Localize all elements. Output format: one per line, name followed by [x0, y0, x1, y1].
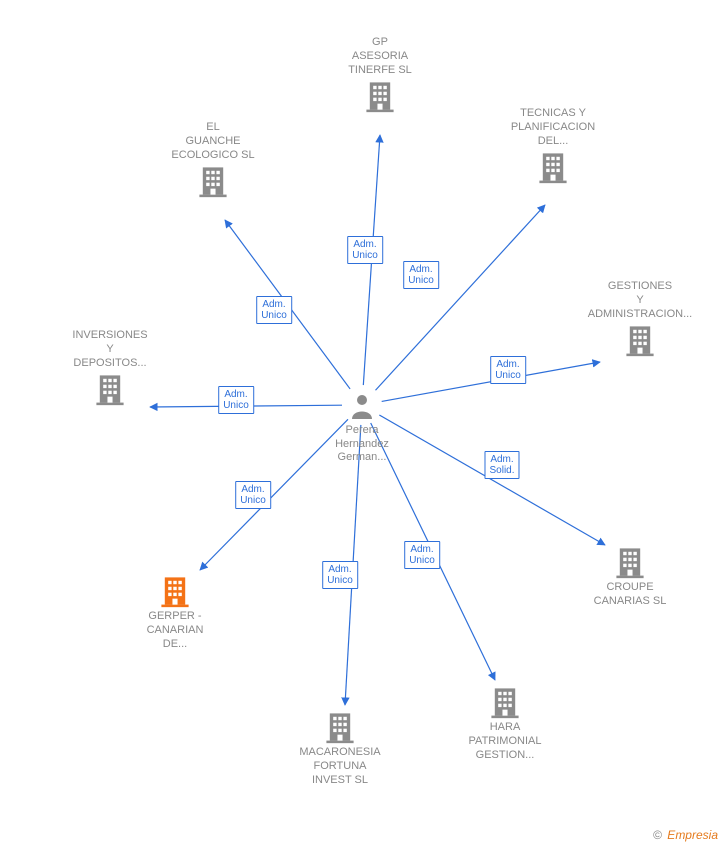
edge-label-gerper: Adm.Unico: [235, 481, 271, 509]
edge-label-hara: Adm.Unico: [404, 541, 440, 569]
company-label: TECNICAS YPLANIFICACIONDEL...: [493, 107, 613, 148]
company-label: HARAPATRIMONIALGESTION...: [445, 721, 565, 762]
edge-label-gestiones: Adm.Unico: [490, 356, 526, 384]
company-node-gp[interactable]: GPASESORIATINERFE SL: [320, 36, 440, 113]
edge-label-gp: Adm.Unico: [347, 236, 383, 264]
company-node-guanche[interactable]: ELGUANCHEECOLOGICO SL: [153, 121, 273, 198]
building-icon: [493, 150, 613, 184]
company-node-tecnicas[interactable]: TECNICAS YPLANIFICACIONDEL...: [493, 107, 613, 184]
building-icon: [570, 545, 690, 579]
building-icon: [153, 164, 273, 198]
company-node-macaro[interactable]: MACARONESIAFORTUNAINVEST SL: [280, 710, 400, 787]
building-icon: [320, 79, 440, 113]
edge-label-tecnicas: Adm.Unico: [403, 261, 439, 289]
building-icon: [580, 323, 700, 357]
copyright-symbol: ©: [653, 828, 662, 842]
diagram-canvas: GPASESORIATINERFE SL TECNICAS YPLANIFICA…: [0, 0, 728, 850]
building-icon: [280, 710, 400, 744]
company-label: GPASESORIATINERFE SL: [320, 36, 440, 77]
building-icon: [115, 574, 235, 608]
edge-label-macaro: Adm.Unico: [322, 561, 358, 589]
company-node-invers[interactable]: INVERSIONESYDEPOSITOS...: [50, 329, 170, 406]
company-label: INVERSIONESYDEPOSITOS...: [50, 329, 170, 370]
company-label: MACARONESIAFORTUNAINVEST SL: [280, 746, 400, 787]
building-icon: [50, 372, 170, 406]
person-icon: [312, 393, 412, 424]
company-label: ELGUANCHEECOLOGICO SL: [153, 121, 273, 162]
building-icon: [445, 685, 565, 719]
center-label: PereraHernandezGerman...: [312, 424, 412, 465]
edge-label-invers: Adm.Unico: [218, 386, 254, 414]
company-node-gestiones[interactable]: GESTIONESYADMINISTRACION...: [580, 280, 700, 357]
company-node-hara[interactable]: HARAPATRIMONIALGESTION...: [445, 685, 565, 762]
center-person-node[interactable]: PereraHernandezGerman...: [312, 393, 412, 465]
company-label: GERPER -CANARIANDE...: [115, 610, 235, 651]
footer-credit: © Empresia: [653, 828, 718, 842]
brand-name: Empresia: [667, 828, 718, 842]
company-label: CROUPECANARIAS SL: [570, 581, 690, 609]
company-node-croupe[interactable]: CROUPECANARIAS SL: [570, 545, 690, 609]
edge-label-croupe: Adm.Solid.: [484, 451, 519, 479]
company-node-gerper[interactable]: GERPER -CANARIANDE...: [115, 574, 235, 651]
company-label: GESTIONESYADMINISTRACION...: [580, 280, 700, 321]
edge-croupe: [379, 415, 605, 545]
edge-label-guanche: Adm.Unico: [256, 296, 292, 324]
